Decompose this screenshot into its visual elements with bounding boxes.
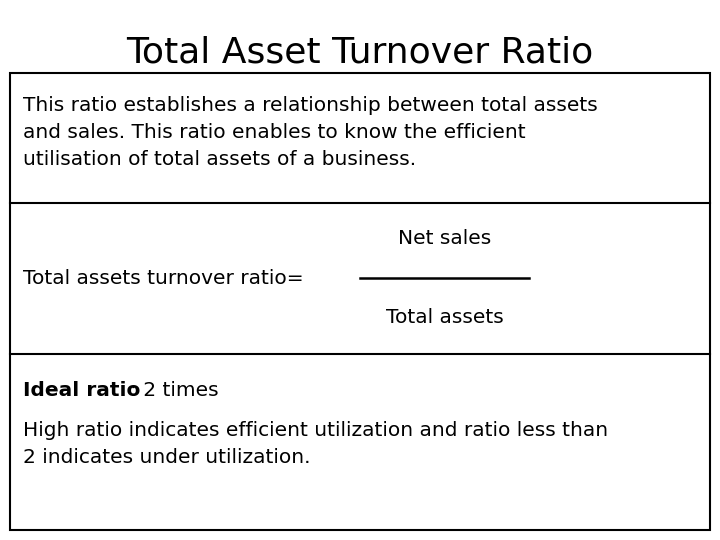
Text: : 2 times: : 2 times <box>130 381 218 400</box>
Text: Total Asset Turnover Ratio: Total Asset Turnover Ratio <box>127 35 593 69</box>
Bar <box>10 73 710 530</box>
Text: This ratio establishes a relationship between total assets
and sales. This ratio: This ratio establishes a relationship be… <box>23 96 598 169</box>
Text: Ideal ratio: Ideal ratio <box>23 381 140 400</box>
Text: High ratio indicates efficient utilization and ratio less than
2 indicates under: High ratio indicates efficient utilizati… <box>23 421 608 468</box>
Text: Net sales: Net sales <box>398 230 491 248</box>
Text: Total assets turnover ratio=: Total assets turnover ratio= <box>23 268 310 288</box>
Text: Total assets: Total assets <box>386 308 503 327</box>
